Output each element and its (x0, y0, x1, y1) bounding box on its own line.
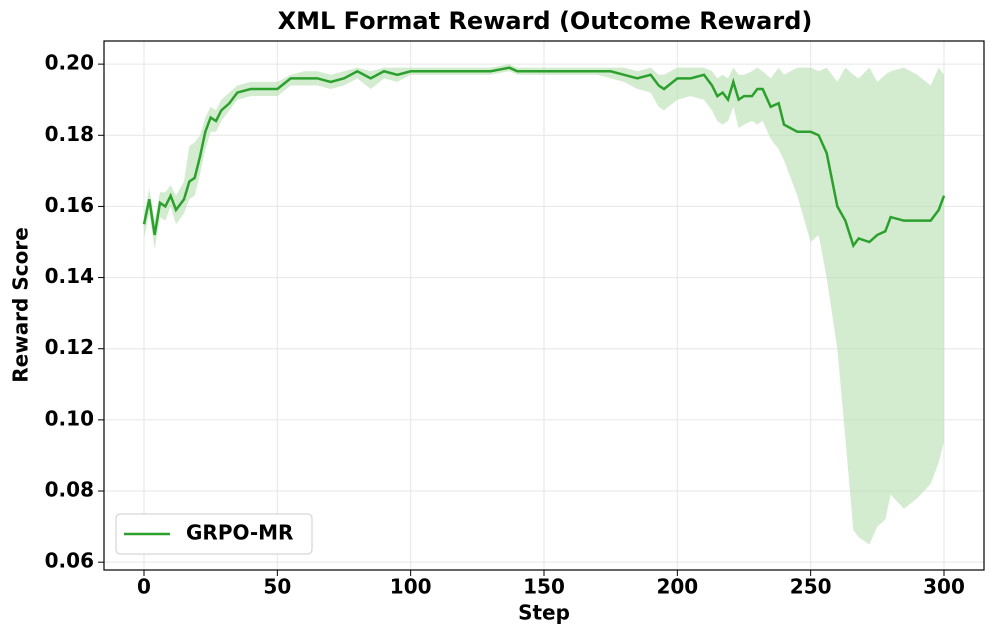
y-tick-label: 0.12 (45, 335, 94, 359)
legend-label: GRPO-MR (186, 521, 293, 545)
x-tick-label: 0 (137, 575, 151, 599)
x-tick-label: 150 (523, 575, 565, 599)
line (142, 66, 946, 249)
chart-title: XML Format Reward (Outcome Reward) (278, 7, 813, 35)
y-axis-label: Reward Score (9, 227, 33, 383)
band (144, 64, 944, 545)
x-tick-label: 250 (790, 575, 832, 599)
x-tick-label: 100 (390, 575, 432, 599)
y-tick-label: 0.06 (45, 549, 94, 573)
y-tick-label: 0.08 (45, 478, 94, 502)
legend-box (115, 513, 313, 555)
y-tick-label: 0.20 (45, 51, 94, 75)
y-tick-label: 0.10 (45, 406, 94, 430)
x-tick-label: 300 (923, 575, 965, 599)
y-tick-label: 0.16 (45, 193, 94, 217)
plot-frame (103, 40, 985, 571)
x-tick-label: 200 (656, 575, 698, 599)
y-tick-label: 0.14 (45, 264, 94, 288)
x-tick-label: 50 (263, 575, 291, 599)
y-tick-label: 0.18 (45, 122, 94, 146)
x-axis-label: Step (518, 601, 570, 625)
